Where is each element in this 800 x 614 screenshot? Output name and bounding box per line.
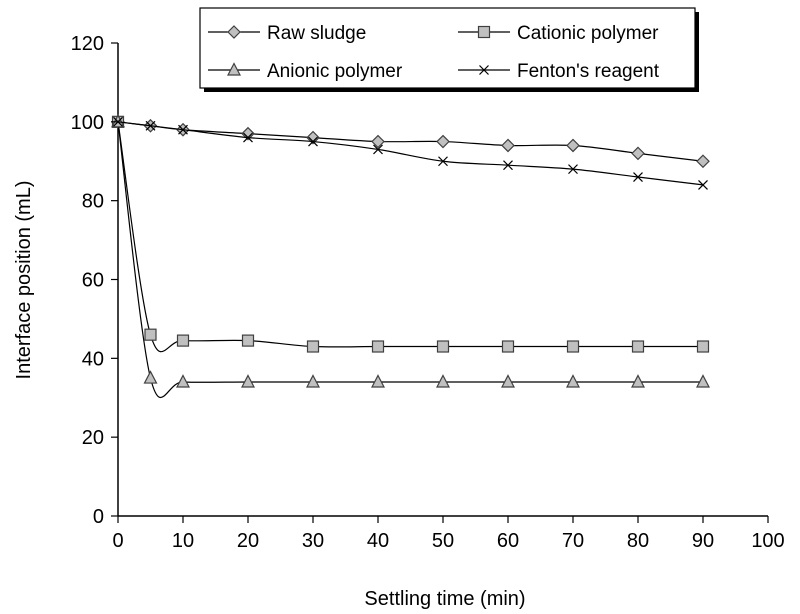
y-tick-label: 40 (82, 348, 104, 370)
legend-label-raw-sludge: Raw sludge (267, 23, 366, 44)
data-point-cationic-polymer (241, 334, 255, 347)
x-tick-label: 70 (562, 530, 584, 552)
x-marker-stroke (373, 144, 383, 155)
series-layer (111, 114, 710, 398)
x-tick-label: 0 (112, 530, 123, 552)
data-point-anionic-polymer (501, 374, 515, 388)
data-point-anionic-polymer (241, 374, 255, 388)
x-marker-stroke (243, 132, 253, 143)
data-point-cationic-polymer (306, 340, 320, 353)
data-point-fenton-s-reagent (633, 172, 643, 182)
data-point-anionic-polymer (566, 374, 580, 388)
data-point-cationic-polymer (631, 340, 645, 353)
data-point-fenton-s-reagent (698, 179, 708, 190)
data-point-anionic-polymer (436, 374, 450, 388)
y-axis-title: Interface position (mL) (13, 181, 35, 380)
series-anionic-polymer (111, 114, 710, 398)
legend-label-anionic-polymer: Anionic polymer (267, 61, 403, 82)
legend-marker-cationic-polymer (477, 25, 491, 39)
series-raw-sludge (111, 114, 710, 169)
x-marker-stroke (503, 160, 513, 171)
data-point-fenton-s-reagent (308, 136, 318, 147)
series-line-cationic-polymer (117, 121, 703, 353)
data-point-cationic-polymer (371, 340, 385, 353)
data-point-fenton-s-reagent (503, 160, 513, 171)
legend: Raw sludge Cationic polymer Anionic polyme… (199, 7, 699, 92)
x-axis-title: Settling time (min) (364, 588, 525, 610)
data-point-fenton-s-reagent (178, 124, 188, 135)
legend-label-fenton-s-reagent: Fenton's reagent (517, 61, 660, 82)
data-point-raw-sludge (241, 126, 255, 141)
data-point-raw-sludge (306, 130, 320, 145)
legend-entry-fenton-s-reagent: Fenton's reagent (458, 61, 660, 82)
x-tick-label: 40 (367, 530, 389, 552)
data-point-raw-sludge (371, 134, 385, 149)
data-point-raw-sludge (566, 138, 580, 153)
data-point-anionic-polymer (176, 374, 190, 388)
x-tick-label: 80 (627, 530, 649, 552)
x-marker-stroke (568, 164, 578, 175)
data-point-cationic-polymer (696, 340, 710, 353)
x-tick-label: 90 (692, 530, 714, 552)
data-point-anionic-polymer (371, 374, 385, 388)
y-tick-label: 0 (93, 506, 104, 528)
legend-entry-anionic-polymer: Anionic polymer (208, 61, 403, 82)
legend-label-cationic-polymer: Cationic polymer (517, 23, 659, 44)
data-point-fenton-s-reagent (373, 144, 383, 155)
data-point-cationic-polymer (501, 340, 515, 353)
x-marker-stroke (479, 65, 489, 75)
data-point-cationic-polymer (144, 328, 157, 341)
legend-marker-fenton-s-reagent (479, 65, 489, 75)
data-point-fenton-s-reagent (438, 156, 448, 167)
ticks-layer: 0 10 20 30 40 50 60 70 80 90 100 0 20 40 60 80 100 120 (71, 33, 785, 552)
data-point-cationic-polymer (176, 334, 190, 347)
series-cationic-polymer (111, 115, 710, 353)
x-tick-label: 100 (751, 530, 784, 552)
data-point-anionic-polymer (696, 374, 710, 388)
data-point-anionic-polymer (306, 374, 320, 388)
y-tick-label: 20 (82, 427, 104, 449)
data-point-cationic-polymer (566, 340, 580, 353)
data-point-cationic-polymer (436, 340, 450, 353)
legend-marker-anionic-polymer (227, 62, 241, 76)
x-tick-label: 50 (432, 530, 454, 552)
data-point-fenton-s-reagent (568, 164, 578, 175)
x-marker-stroke (178, 124, 188, 135)
legend-entry-cationic-polymer: Cationic polymer (458, 23, 659, 44)
data-point-anionic-polymer (143, 370, 158, 384)
series-fenton-s-reagent (113, 116, 708, 190)
y-tick-label: 60 (82, 270, 104, 292)
x-tick-label: 30 (302, 530, 324, 552)
data-point-raw-sludge (696, 154, 710, 169)
x-tick-label: 10 (172, 530, 194, 552)
data-point-anionic-polymer (631, 374, 645, 388)
y-tick-label: 120 (71, 33, 104, 55)
data-point-raw-sludge (631, 146, 645, 161)
x-marker-stroke (145, 120, 156, 131)
data-point-raw-sludge (501, 138, 515, 153)
y-tick-label: 100 (71, 112, 104, 134)
x-marker-stroke (308, 136, 318, 147)
legend-box (199, 7, 696, 89)
data-point-fenton-s-reagent (145, 120, 156, 131)
legend-marker-raw-sludge (227, 25, 241, 39)
x-tick-label: 60 (497, 530, 519, 552)
data-point-raw-sludge (436, 134, 450, 149)
x-tick-label: 20 (237, 530, 259, 552)
x-marker-stroke (633, 172, 643, 182)
axes (117, 43, 768, 517)
series-line-anionic-polymer (117, 121, 703, 398)
legend-entry-raw-sludge: Raw sludge (208, 23, 366, 44)
x-marker-stroke (698, 179, 708, 190)
x-marker-stroke (438, 156, 448, 167)
y-tick-label: 80 (82, 191, 104, 213)
data-point-fenton-s-reagent (243, 132, 253, 143)
